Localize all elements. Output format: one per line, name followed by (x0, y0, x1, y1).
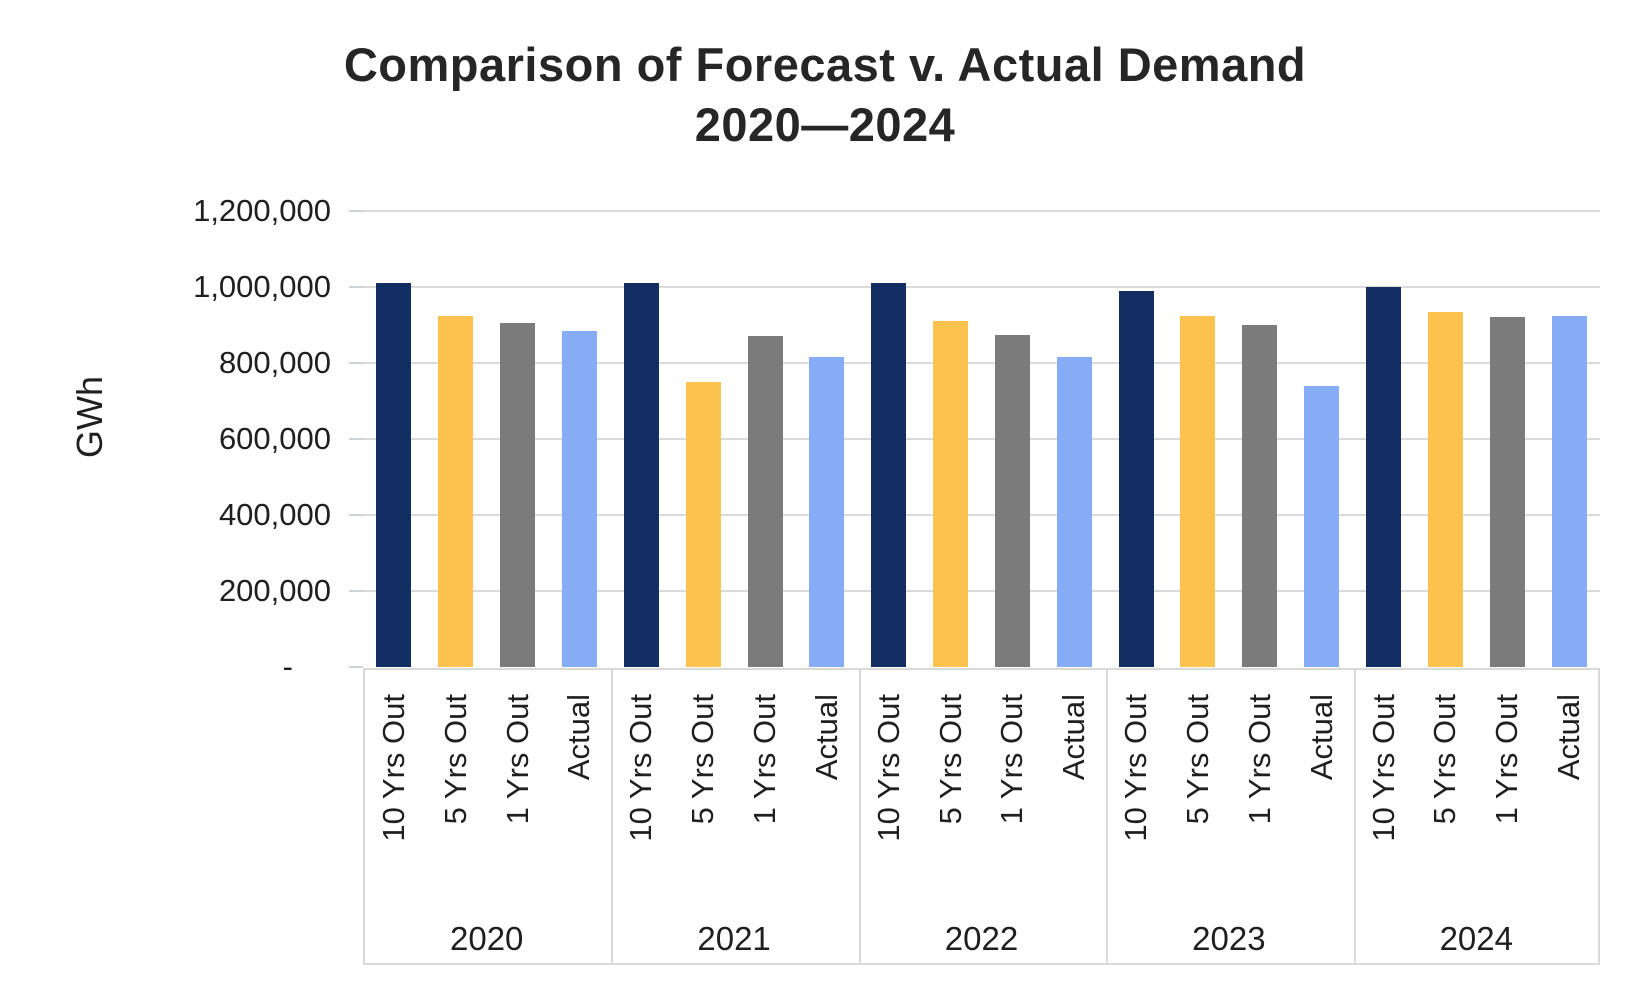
x-year-label: 2020 (449, 920, 524, 957)
bar-2021-actual (809, 357, 845, 667)
group-separator (858, 670, 861, 963)
bar-2023-actual (1304, 385, 1340, 667)
x-year-label: 2023 (1192, 920, 1266, 957)
x-bar-label: 10 Yrs Out (870, 694, 906, 842)
gridline (363, 210, 1600, 212)
x-bar-label: 5 Yrs Out (437, 694, 473, 825)
x-bar-label: 10 Yrs Out (375, 694, 411, 842)
x-bar-label: 1 Yrs Out (747, 694, 783, 825)
y-tick-label-text: 1,200,000 (193, 193, 331, 228)
bar-2021-10-yrs-out (623, 283, 659, 667)
x-bar-label: 10 Yrs Out (1118, 694, 1154, 842)
x-year-label: 2021 (697, 920, 771, 957)
bar-2022-10-yrs-out (871, 283, 907, 667)
x-bar-label: Actual (561, 694, 597, 781)
x-axis-label-area (363, 668, 1600, 965)
group-separator (1106, 670, 1109, 963)
bar-2022-actual (1056, 357, 1092, 667)
chart-title: Comparison of Forecast v. Actual Demand … (0, 35, 1650, 155)
y-axis-tick-mark (349, 210, 363, 212)
bar-2022-5-yrs-out (933, 321, 969, 667)
y-axis-tick-mark (349, 666, 363, 668)
x-bar-label: 1 Yrs Out (1241, 694, 1277, 825)
bar-2021-1-yrs-out (747, 336, 783, 667)
y-tick-label-text: - (282, 649, 293, 684)
plot-area (363, 210, 1600, 667)
gridline (363, 286, 1600, 288)
x-bar-label: Actual (1303, 694, 1339, 781)
bar-2024-5-yrs-out (1427, 311, 1463, 667)
bar-2024-1-yrs-out (1489, 317, 1525, 667)
group-separator (611, 670, 614, 963)
bar-2023-5-yrs-out (1180, 315, 1216, 667)
x-year-label: 2024 (1439, 920, 1513, 957)
y-tick-label: 1,200,000 (0, 191, 331, 231)
x-bar-label: 5 Yrs Out (932, 694, 968, 825)
y-axis-tick-mark (349, 590, 363, 592)
x-bar-label: 1 Yrs Out (994, 694, 1030, 825)
bar-2023-10-yrs-out (1118, 290, 1154, 667)
y-tick-label-text: 200,000 (218, 573, 331, 608)
y-tick-label: 200,000 (0, 571, 331, 611)
y-axis-tick-mark (349, 286, 363, 288)
y-tick-label: - (0, 647, 331, 687)
y-axis-tick-mark (349, 362, 363, 364)
group-separator (1353, 670, 1356, 963)
y-tick-label-text: 800,000 (218, 345, 331, 380)
x-bar-label: Actual (808, 694, 844, 781)
bar-2021-5-yrs-out (685, 382, 721, 667)
y-tick-label-text: 600,000 (218, 421, 331, 456)
x-bar-label: Actual (1056, 694, 1092, 781)
chart-title-line1: Comparison of Forecast v. Actual Demand (343, 38, 1307, 91)
y-tick-label: 800,000 (0, 343, 331, 383)
y-tick-label-text: 1,000,000 (193, 269, 331, 304)
chart-title-line2: 2020—2024 (694, 98, 956, 151)
gridline (363, 590, 1600, 592)
y-tick-label: 400,000 (0, 495, 331, 535)
x-bar-label: 5 Yrs Out (685, 694, 721, 825)
x-bar-label: Actual (1551, 694, 1587, 781)
bar-2024-actual (1551, 315, 1587, 667)
bar-2020-1-yrs-out (500, 323, 536, 667)
x-bar-label: 5 Yrs Out (1179, 694, 1215, 825)
x-bar-label: 5 Yrs Out (1427, 694, 1463, 825)
bar-2020-actual (561, 330, 597, 667)
y-axis-tick-mark (349, 438, 363, 440)
gridline (363, 438, 1600, 440)
bar-2020-5-yrs-out (438, 315, 474, 667)
y-tick-label: 1,000,000 (0, 267, 331, 307)
y-axis-tick-mark (349, 514, 363, 516)
y-tick-label: 600,000 (0, 419, 331, 459)
bar-2020-10-yrs-out (376, 283, 412, 667)
bar-2024-10-yrs-out (1366, 287, 1402, 667)
x-bar-label: 10 Yrs Out (623, 694, 659, 842)
y-tick-label-text: 400,000 (218, 497, 331, 532)
bar-2022-1-yrs-out (994, 334, 1030, 667)
x-bar-label: 10 Yrs Out (1365, 694, 1401, 842)
x-year-label: 2022 (944, 920, 1019, 957)
x-bar-label: 1 Yrs Out (1489, 694, 1525, 825)
gridline (363, 514, 1600, 516)
x-bar-label: 1 Yrs Out (499, 694, 535, 825)
gridline (363, 362, 1600, 364)
bar-2023-1-yrs-out (1242, 325, 1278, 667)
